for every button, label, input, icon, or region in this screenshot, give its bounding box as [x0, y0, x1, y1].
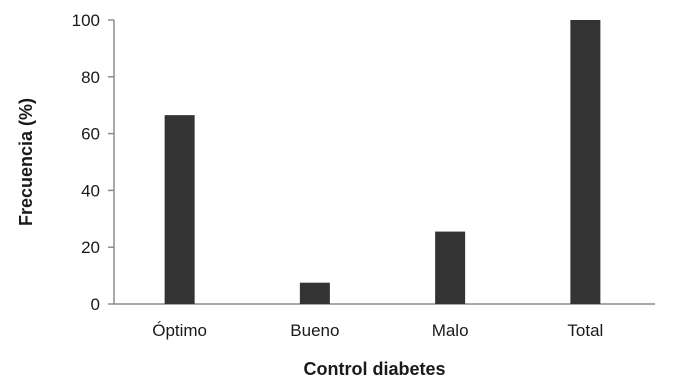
- y-tick-label: 0: [91, 295, 100, 314]
- bar: [435, 231, 466, 304]
- y-tick-label: 40: [81, 181, 100, 200]
- bar: [299, 282, 330, 304]
- x-tick-labels: Óptimo Bueno Malo Total: [152, 321, 603, 340]
- x-tick-label: Malo: [432, 321, 469, 340]
- bars: [164, 20, 601, 304]
- y-tick-labels: 0 20 40 60 80 100: [72, 11, 100, 314]
- y-axis: [108, 19, 115, 305]
- y-tick-label: 100: [72, 11, 100, 30]
- y-tick-label: 80: [81, 68, 100, 87]
- bar: [164, 115, 195, 304]
- x-tick-label: Total: [567, 321, 603, 340]
- y-tick-label: 20: [81, 238, 100, 257]
- x-tick-label: Bueno: [290, 321, 339, 340]
- y-axis-title: Frecuencia (%): [16, 98, 36, 226]
- x-axis-title: Control diabetes: [303, 359, 445, 379]
- x-tick-label: Óptimo: [152, 321, 207, 340]
- bar: [570, 20, 601, 304]
- y-tick-label: 60: [81, 125, 100, 144]
